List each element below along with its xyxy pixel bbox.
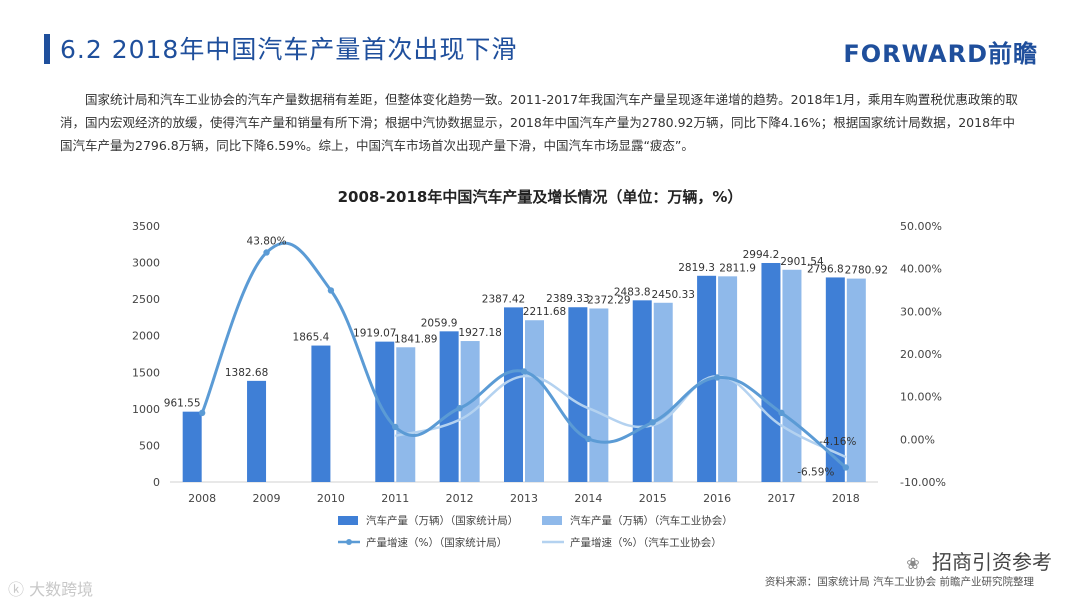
y-right-tick-label: 50.00%	[900, 220, 942, 233]
line-growth-caam	[394, 374, 847, 459]
bar-nbs-value-label: 2483.8	[614, 286, 651, 298]
bar-nbs	[632, 300, 652, 482]
bar-nbs	[182, 411, 202, 482]
bar-caam	[589, 308, 609, 482]
line-growth-nbs	[200, 241, 847, 469]
watermark-right: ❀ 招商引资参考	[906, 546, 1052, 575]
x-tick-label: 2013	[510, 492, 538, 505]
y-left-tick-label: 0	[153, 476, 160, 489]
intro-paragraph: 国家统计局和汽车工业协会的汽车产量数据稍有差距，但整体变化趋势一致。2011-2…	[60, 92, 1018, 153]
bar-nbs-value-label: 2796.8	[807, 263, 844, 275]
x-tick-label: 2014	[574, 492, 602, 505]
bar-nbs	[311, 345, 331, 482]
bar-caam	[525, 320, 544, 482]
title-accent-bar	[44, 34, 50, 64]
point-growth-nbs	[778, 409, 785, 417]
line-nbs-value-label: 43.80%	[247, 235, 287, 247]
y-right-tick-label: 30.00%	[900, 305, 942, 318]
x-tick-label: 2015	[639, 492, 667, 505]
point-growth-nbs	[520, 368, 528, 375]
y-right-tick-label: 40.00%	[900, 263, 942, 276]
legend-label: 产量增速（%）（汽车工业协会）	[570, 536, 722, 549]
bar-nbs	[568, 307, 588, 482]
x-tick-label: 2017	[767, 492, 795, 505]
y-left-tick-label: 1500	[132, 366, 160, 379]
bar-nbs-value-label: 2994.2	[743, 249, 780, 261]
bar-nbs-value-label: 961.55	[164, 398, 201, 410]
y-right-tick-label: 10.00%	[900, 391, 942, 404]
bar-caam-value-label: 2901.54	[780, 256, 824, 268]
legend-swatch-bar-nbs	[338, 516, 358, 525]
bar-nbs	[504, 307, 523, 482]
x-tick-label: 2012	[446, 492, 474, 505]
bar-caam	[460, 341, 480, 482]
point-growth-nbs	[585, 435, 592, 443]
y-right-tick-label: 0.00%	[900, 433, 935, 446]
point-growth-nbs	[649, 419, 656, 426]
bar-nbs-value-label: 1382.68	[225, 367, 268, 379]
bar-caam	[396, 347, 416, 482]
watermark-right-text: 招商引资参考	[932, 550, 1052, 574]
y-left-tick-label: 3000	[132, 257, 160, 270]
bar-nbs-value-label: 2387.42	[482, 293, 525, 305]
point-growth-nbs	[263, 249, 270, 256]
y-left-tick-label: 3500	[132, 220, 160, 233]
bar-caam	[846, 278, 866, 482]
bar-caam-value-label: 2811.9	[719, 262, 756, 274]
y-right-tick-label: 20.00%	[900, 348, 942, 361]
legend-label: 汽车产量（万辆）（汽车工业协会）	[570, 514, 733, 527]
bar-nbs-value-label: 2389.33	[546, 293, 589, 305]
point-growth-nbs	[327, 287, 335, 294]
line-caam-value-label: -4.16%	[819, 436, 856, 448]
point-growth-nbs	[198, 409, 206, 417]
bar-nbs-value-label: 1919.07	[353, 328, 396, 340]
point-growth-nbs	[713, 374, 721, 381]
bar-nbs-value-label: 2819.3	[678, 262, 715, 274]
x-tick-label: 2018	[832, 492, 860, 505]
source-note: 资料来源：国家统计局 汽车工业协会 前瞻产业研究院整理	[764, 576, 1034, 588]
x-tick-label: 2008	[188, 492, 216, 505]
bar-caam-value-label: 1841.89	[394, 333, 437, 345]
bar-caam-value-label: 1927.18	[458, 327, 501, 339]
chart-title: 2008-2018年中国汽车产量及增长情况（单位：万辆，%）	[337, 188, 743, 206]
x-tick-label: 2009	[253, 492, 281, 505]
y-right-tick-label: -10.00%	[900, 476, 946, 489]
y-left-tick-label: 2500	[132, 293, 160, 306]
legend-swatch-bar-caam	[542, 516, 562, 525]
line-nbs-value-label: -6.59%	[797, 466, 834, 478]
wechat-icon: ❀	[906, 554, 920, 573]
point-growth-nbs	[392, 423, 399, 431]
bar-nbs	[825, 277, 845, 482]
watermark-left: ⓚ 大数跨境	[8, 576, 93, 600]
bar-caam-value-label: 2211.68	[523, 306, 566, 318]
y-left-tick-label: 1000	[132, 403, 160, 416]
legend-label: 产量增速（%）（国家统计局）	[366, 536, 507, 549]
bar-nbs	[247, 380, 267, 482]
y-left-tick-label: 2000	[132, 330, 160, 343]
bar-nbs	[439, 331, 459, 482]
point-growth-nbs	[456, 404, 463, 412]
bar-caam-value-label: 2450.33	[652, 289, 695, 301]
link-icon: ⓚ	[8, 580, 25, 599]
bar-nbs	[761, 262, 781, 482]
y-left-tick-label: 500	[139, 439, 160, 452]
legend-label: 汽车产量（万辆）（国家统计局）	[366, 514, 518, 527]
bar-caam	[782, 269, 802, 482]
x-tick-label: 2011	[381, 492, 409, 505]
bar-caam	[653, 302, 673, 482]
bar-nbs-value-label: 2059.9	[421, 317, 458, 329]
legend-swatch-point-nbs	[346, 539, 352, 545]
page-title: 6.2 2018年中国汽车产量首次出现下滑	[60, 35, 518, 64]
bar-caam-value-label: 2780.92	[845, 265, 888, 277]
bar-caam-value-label: 2372.29	[587, 294, 630, 306]
brand-logo: FORWARD前瞻	[843, 40, 1038, 68]
x-tick-label: 2016	[703, 492, 731, 505]
point-growth-nbs	[842, 464, 850, 471]
watermark-left-text: 大数跨境	[29, 580, 94, 599]
bar-nbs-value-label: 1865.4	[293, 332, 330, 344]
x-tick-label: 2010	[317, 492, 345, 505]
